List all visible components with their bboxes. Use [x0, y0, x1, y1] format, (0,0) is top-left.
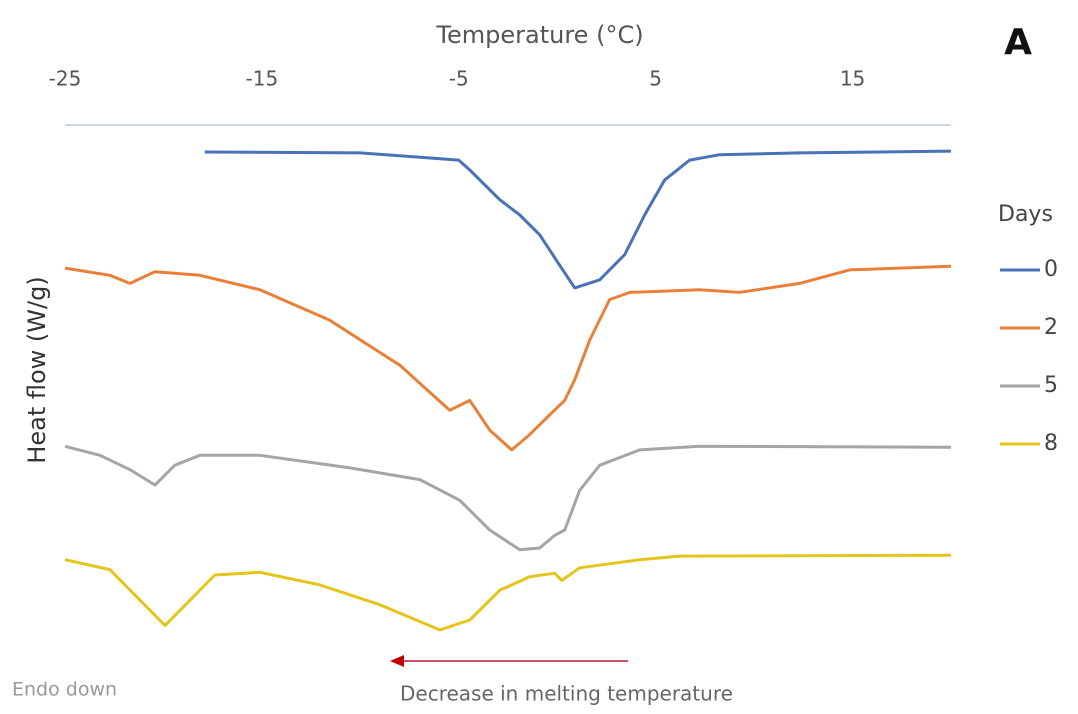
annotation: Decrease in melting temperature [400, 682, 733, 706]
data-line [64, 553, 952, 632]
data-line [64, 444, 952, 552]
x-tick-label: -25 [49, 67, 82, 91]
arrow-head [390, 655, 404, 667]
data-line [204, 149, 952, 290]
x-axis-title: Temperature (°C) [435, 21, 643, 49]
panel-label: A [1004, 22, 1032, 63]
legend-label: 5 [1044, 373, 1058, 398]
annotation: Endo down [12, 679, 117, 701]
legend-label: 8 [1044, 431, 1058, 456]
legend-label: 0 [1044, 257, 1058, 282]
y-axis-title: Heat flow (W/g) [23, 276, 51, 463]
data-line [64, 264, 952, 452]
x-tick-label: -15 [246, 67, 279, 91]
x-tick-label: -5 [449, 67, 469, 91]
legend-label: 2 [1044, 315, 1058, 340]
x-tick-label: 5 [649, 67, 662, 91]
legend-title: Days [998, 202, 1053, 227]
x-tick-label: 15 [840, 67, 865, 91]
